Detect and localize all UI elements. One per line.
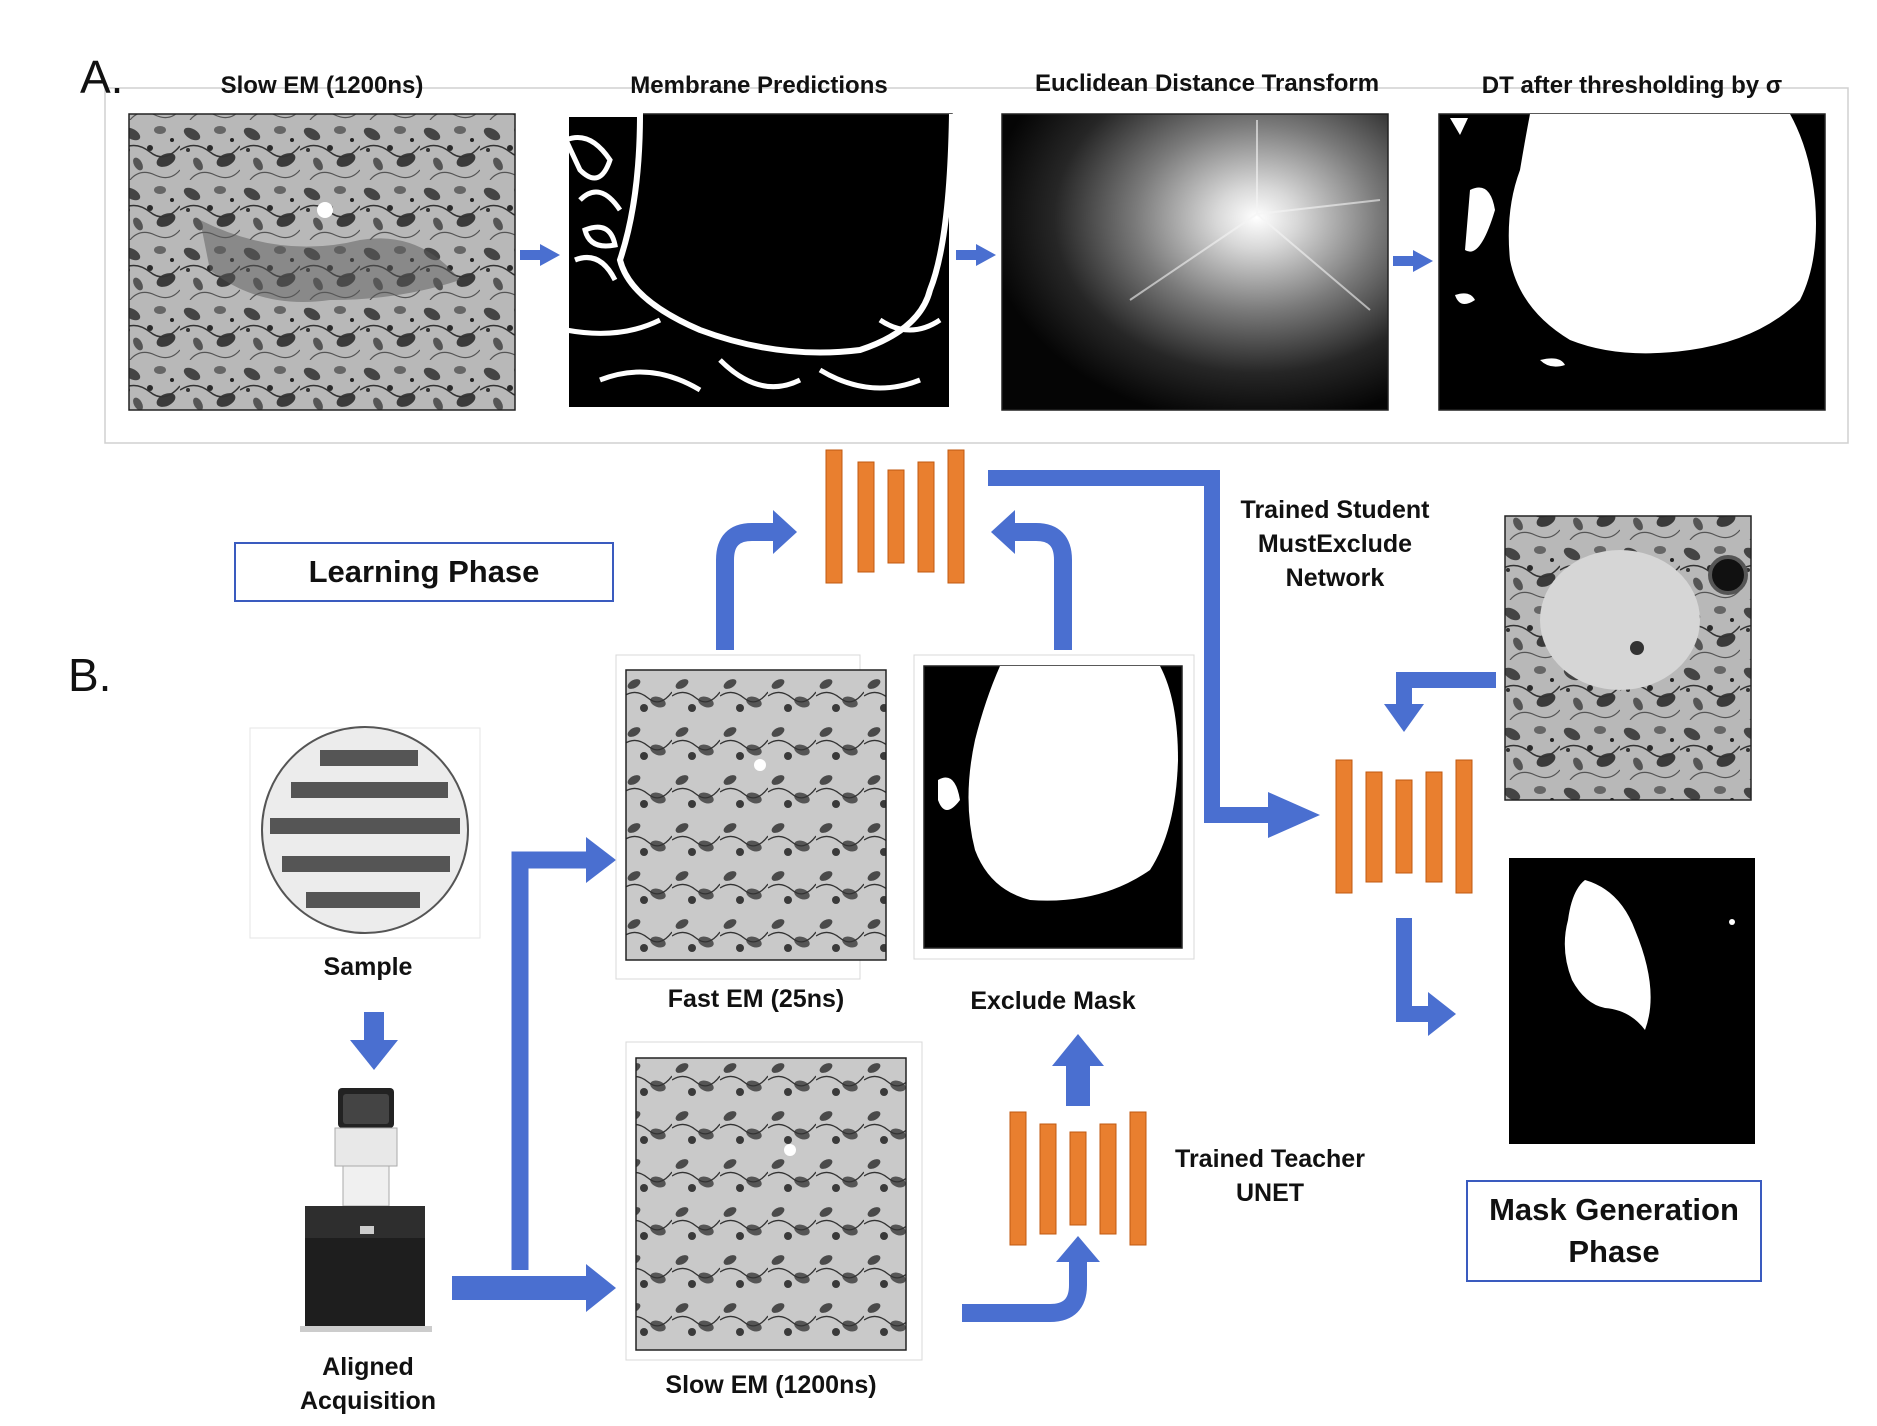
arrow-to-fast-em xyxy=(511,851,588,1270)
arrow-fastem-to-student xyxy=(716,523,775,650)
new-em-input-image xyxy=(1504,515,1752,801)
student-label-line1: Trained Student xyxy=(1240,496,1430,524)
panel-b-letter: B. xyxy=(68,649,112,701)
panel-a-letter: A. xyxy=(80,51,124,103)
arrow-a2-a3 xyxy=(956,244,996,266)
arrow-mask-to-student xyxy=(1013,523,1072,650)
arrow-sample-to-microscope xyxy=(350,1012,398,1070)
sample-disc xyxy=(249,726,481,939)
arrow-slowem-to-teacher xyxy=(962,1260,1087,1322)
title-edt: Euclidean Distance Transform xyxy=(1034,70,1380,97)
arrow-input-to-deploy xyxy=(1396,672,1496,706)
fast-em-label: Fast EM (25ns) xyxy=(667,985,845,1013)
output-mask-image xyxy=(1509,858,1755,1144)
panel-a-frame xyxy=(104,87,1849,444)
student-label-line2: MustExclude xyxy=(1257,530,1413,558)
aligned-label-line1: Aligned xyxy=(322,1353,414,1381)
arrow-a1-a2 xyxy=(520,244,560,266)
title-slow-em-a: Slow EM (1200ns) xyxy=(220,72,424,99)
mask-generation-line1: Mask Generation xyxy=(1489,1192,1739,1227)
arrow-teacher-to-mask xyxy=(1052,1034,1104,1106)
teacher-label-line2: UNET xyxy=(1235,1179,1305,1207)
title-dt-threshold: DT after thresholding by σ xyxy=(1481,72,1783,99)
exclude-mask-label: Exclude Mask xyxy=(970,987,1136,1015)
microscope-image xyxy=(300,1088,432,1332)
dt-threshold-image xyxy=(1438,113,1826,411)
sample-label: Sample xyxy=(323,953,413,981)
mask-generation-phase-box: Mask Generation Phase xyxy=(1466,1180,1762,1282)
teacher-label-line1: Trained Teacher xyxy=(1175,1145,1365,1173)
student-label-line3: Network xyxy=(1285,564,1385,592)
slow-em-image-b xyxy=(625,1041,923,1361)
slow-em-image-a xyxy=(128,113,516,411)
aligned-label-line2: Acquisition xyxy=(299,1387,437,1415)
slow-em-label-b: Slow EM (1200ns) xyxy=(665,1371,877,1399)
edt-image xyxy=(1001,113,1389,411)
title-membrane: Membrane Predictions xyxy=(630,72,888,99)
learning-phase-box: Learning Phase xyxy=(234,542,614,602)
fast-em-image xyxy=(615,654,887,980)
mask-generation-line2: Phase xyxy=(1568,1234,1660,1269)
learning-phase-label: Learning Phase xyxy=(308,554,540,589)
student-network-top xyxy=(825,449,965,584)
teacher-unet xyxy=(1009,1111,1147,1246)
arrow-student-to-deploy xyxy=(988,470,1270,823)
arrow-deploy-to-output xyxy=(1396,918,1430,1022)
membrane-predictions-image xyxy=(562,111,955,413)
student-network-deploy xyxy=(1335,759,1473,894)
arrow-a3-a4 xyxy=(1393,250,1433,272)
exclude-mask-image xyxy=(913,654,1195,960)
